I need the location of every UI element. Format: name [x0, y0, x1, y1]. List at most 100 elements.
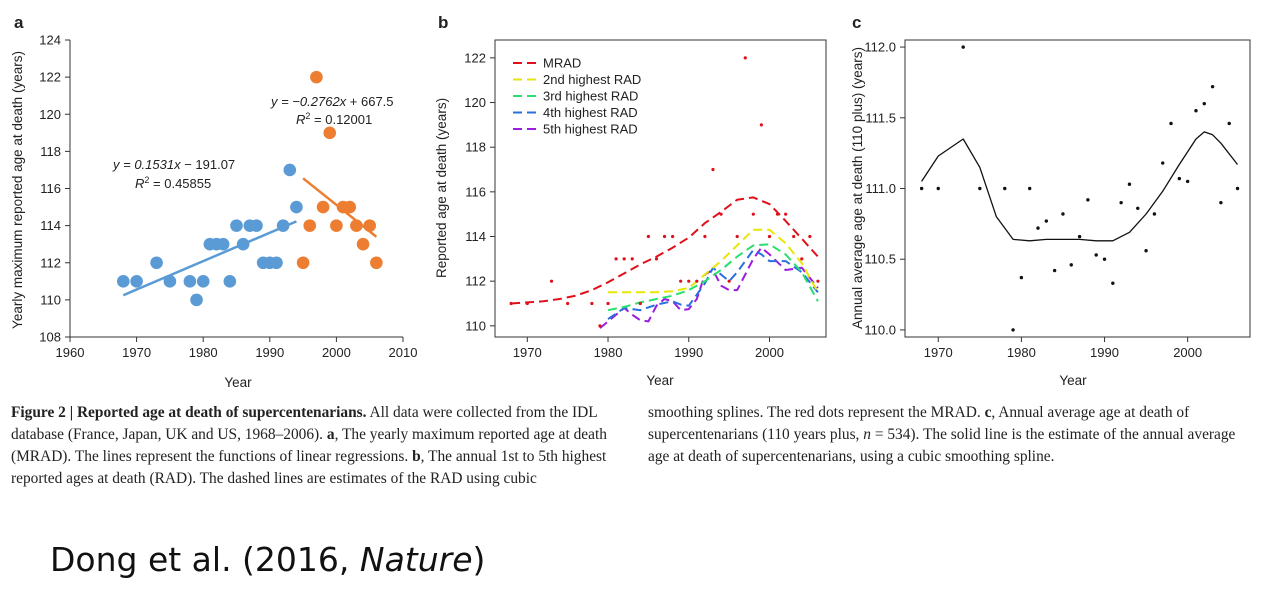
panel-b-mrad-point — [695, 279, 699, 283]
panel-b-series-mrad — [511, 196, 819, 305]
panel-b-ylabel: Reported age at death (years) — [434, 98, 449, 278]
panel-a-regression-line — [122, 220, 297, 297]
blue-fit-r2-value: = 0.45855 — [149, 176, 211, 191]
panel-b-y-tick-label: 114 — [465, 229, 486, 244]
panel-c-y-tick-label: 110.0 — [864, 322, 896, 337]
orange-fit-equation: y = −0.2762x + 667.5 — [270, 94, 394, 109]
panel-b-mrad-point — [703, 234, 707, 239]
blue-fit-equation-pre: y = 0.1531 — [112, 157, 174, 172]
panel-b-x-tick-label: 2000 — [755, 345, 784, 360]
citation-journal: Nature — [359, 540, 473, 579]
panel-a-point — [330, 219, 343, 232]
panel-b-y-tick-label: 116 — [465, 184, 486, 199]
panel-a-point — [223, 275, 237, 288]
panel-c-xlabel: Year — [1059, 373, 1087, 388]
panel-a-point — [356, 237, 370, 251]
panel-b-mrad-point — [767, 234, 772, 239]
panel-c-y-tick-label: 111.0 — [865, 181, 896, 196]
panel-a-x-tick-label: 1990 — [255, 345, 284, 360]
panel-b-mrad-point — [775, 212, 780, 216]
caption-part-2: , The yearly maximum reported age at dea… — [11, 426, 607, 465]
panel-c-frame — [904, 39, 1251, 338]
figure-caption-right: smoothing splines. The red dots represen… — [648, 402, 1260, 468]
panel-a-xlabel: Year — [224, 375, 252, 390]
blue-fit-equation: y = 0.1531x − 191.07 — [112, 157, 235, 172]
panel-c-point — [1177, 176, 1182, 181]
panel-b-y-tick-label: 120 — [464, 95, 486, 110]
panel-c-point — [1169, 121, 1173, 126]
panel-b-mrad-point — [743, 56, 747, 60]
panel-c-y-tick-label: 112.0 — [864, 40, 896, 55]
panel-b-mrad-point — [679, 279, 683, 283]
panel-a-marks — [116, 70, 383, 307]
panel-b-marks — [509, 56, 820, 329]
panel-b-letter: b — [438, 13, 448, 32]
panel-c-point — [961, 45, 965, 49]
panel-a-point — [270, 256, 283, 270]
blue-fit-r2-label: R — [135, 176, 144, 191]
panel-b-mrad-point — [590, 301, 594, 306]
panel-c-y-tick-label: 111.5 — [865, 110, 896, 125]
panel-b-mrad-point — [687, 279, 691, 283]
caption-b-label: b — [412, 448, 421, 465]
panel-b-xlabel: Year — [646, 373, 674, 388]
caption-part-6: = 534). The solid line is the estimate o… — [648, 426, 1236, 465]
caption-part-5: , Annual average age at death of superce… — [648, 404, 1190, 443]
panel-c-point — [1219, 200, 1223, 205]
panel-a-point — [343, 200, 357, 214]
panel-a-point — [323, 126, 337, 140]
panel-c-point — [1069, 263, 1073, 267]
panel-c-point — [1136, 206, 1140, 210]
caption-part-1: All data were collected from the IDL dat… — [11, 404, 598, 443]
panel-a-axes: 1960 1970 1980 1990 2000 2010 108 110 112 114 116 1… — [39, 33, 417, 361]
panel-a-point — [163, 275, 177, 288]
panel-c-point — [1161, 161, 1165, 165]
figure-2: a 1960 1970 1980 1990 2000 2010 108 110 112 114 11… — [10, 13, 1251, 390]
panel-b-mrad-point — [711, 167, 715, 172]
orange-fit-r2-label: R — [296, 112, 305, 127]
panel-c-point — [1094, 253, 1098, 257]
panel-b-mrad-point — [719, 212, 723, 216]
panel-c-axes: 1970 1980 1990 2000 110.0 110.5 111.0 111.5 112.… — [864, 39, 1251, 360]
orange-fit-r2-exp: 2 — [305, 111, 310, 121]
panel-c-point — [1210, 84, 1215, 89]
orange-fit-r2: R2 = 0.12001 — [296, 111, 372, 127]
panel-b-mrad-point — [549, 279, 554, 283]
panel-c-x-tick-label: 1990 — [1090, 345, 1119, 360]
panel-c-point — [1011, 328, 1015, 332]
panel-b-mrad-point — [509, 301, 513, 306]
panel-c-point — [1202, 101, 1206, 106]
panel-c-point — [936, 186, 940, 191]
panel-b-series-5th-highest-rad — [599, 246, 819, 329]
panel-b-legend-label: 4th highest RAD — [543, 105, 638, 120]
panel-b-mrad-point — [525, 301, 529, 306]
panel-a-point — [216, 237, 230, 251]
panel-a-point — [303, 219, 317, 232]
citation: Dong et al. (2016, Nature) — [50, 540, 485, 579]
panel-c-marks — [919, 45, 1240, 332]
panel-a-letter: a — [14, 13, 24, 32]
panel-c-point — [1111, 281, 1115, 285]
panel-b-mrad-point — [630, 257, 634, 261]
panel-b-legend-label: MRAD — [543, 56, 581, 71]
panel-a-x-tick-label: 1980 — [189, 345, 218, 360]
panel-a-y-tick-label: 110 — [40, 292, 61, 307]
panel-a-y-tick-label: 108 — [39, 330, 61, 345]
panel-b-mrad-point — [614, 257, 618, 261]
panel-b-axes: 1970 1980 1990 2000 110 112 114 116 118 120 122 — [464, 39, 827, 360]
panel-a-point — [250, 219, 263, 232]
panel-c-point — [1027, 186, 1032, 191]
panel-c-y-tick-label: 110.5 — [864, 252, 896, 267]
blue-fit-equation-post: − 191.07 — [181, 157, 236, 172]
panel-c-point — [978, 186, 982, 191]
panel-b-legend-label: 3rd highest RAD — [543, 89, 638, 104]
panel-b-mrad-point — [566, 301, 570, 306]
panel-b-mrad-point — [784, 212, 788, 216]
panel-a-point — [130, 275, 143, 288]
panel-a-y-tick-label: 124 — [39, 33, 61, 48]
panel-b-mrad-point — [606, 301, 610, 306]
panel-a-point — [236, 237, 250, 251]
panel-a: a 1960 1970 1980 1990 2000 2010 108 110 112 114 11… — [10, 13, 417, 390]
panel-a-ylabel: Yearly maximum reported age at death (ye… — [10, 51, 25, 329]
panel-a-point — [196, 275, 210, 288]
